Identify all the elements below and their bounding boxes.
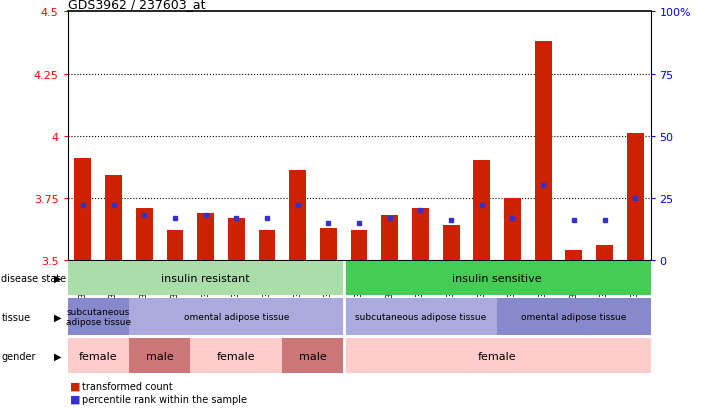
Bar	[443, 225, 459, 260]
Bar	[68, 338, 129, 373]
Bar	[289, 171, 306, 260]
Bar	[68, 261, 343, 295]
Text: ■: ■	[70, 381, 80, 391]
Text: ▶: ▶	[53, 351, 61, 361]
Bar	[129, 338, 191, 373]
Bar	[565, 250, 582, 260]
Text: subcutaneous
adipose tissue: subcutaneous adipose tissue	[65, 307, 131, 326]
Bar	[75, 159, 91, 260]
Bar	[474, 161, 491, 260]
Bar	[166, 230, 183, 260]
Text: female: female	[79, 351, 117, 361]
Text: female: female	[217, 351, 256, 361]
Bar	[191, 338, 282, 373]
Text: omental adipose tissue: omental adipose tissue	[183, 312, 289, 321]
Text: male: male	[146, 351, 173, 361]
Bar	[228, 218, 245, 260]
Text: gender: gender	[1, 351, 36, 361]
Bar	[381, 216, 398, 260]
Bar	[129, 298, 343, 335]
Text: omental adipose tissue: omental adipose tissue	[521, 312, 626, 321]
Bar	[68, 298, 129, 335]
Text: ▶: ▶	[53, 312, 61, 322]
Bar	[351, 230, 368, 260]
Text: female: female	[478, 351, 516, 361]
Bar	[197, 213, 214, 260]
Text: ▶: ▶	[53, 273, 61, 283]
Text: percentile rank within the sample: percentile rank within the sample	[82, 394, 247, 404]
Text: tissue: tissue	[1, 312, 31, 322]
Text: male: male	[299, 351, 327, 361]
Bar	[259, 230, 275, 260]
Bar	[343, 261, 651, 295]
Text: ■: ■	[70, 394, 80, 404]
Text: insulin resistant: insulin resistant	[161, 273, 250, 283]
Bar	[343, 298, 497, 335]
Bar	[627, 134, 643, 260]
Text: subcutaneous adipose tissue: subcutaneous adipose tissue	[355, 312, 486, 321]
Bar	[497, 298, 651, 335]
Text: GDS3962 / 237603_at: GDS3962 / 237603_at	[68, 0, 205, 11]
Bar	[282, 338, 343, 373]
Text: disease state: disease state	[1, 273, 67, 283]
Bar	[320, 228, 337, 260]
Bar	[105, 176, 122, 260]
Bar	[504, 198, 521, 260]
Bar	[596, 245, 613, 260]
Bar	[343, 338, 651, 373]
Text: insulin sensitive: insulin sensitive	[452, 273, 542, 283]
Text: transformed count: transformed count	[82, 381, 173, 391]
Bar	[412, 208, 429, 260]
Bar	[535, 42, 552, 260]
Bar	[136, 208, 153, 260]
